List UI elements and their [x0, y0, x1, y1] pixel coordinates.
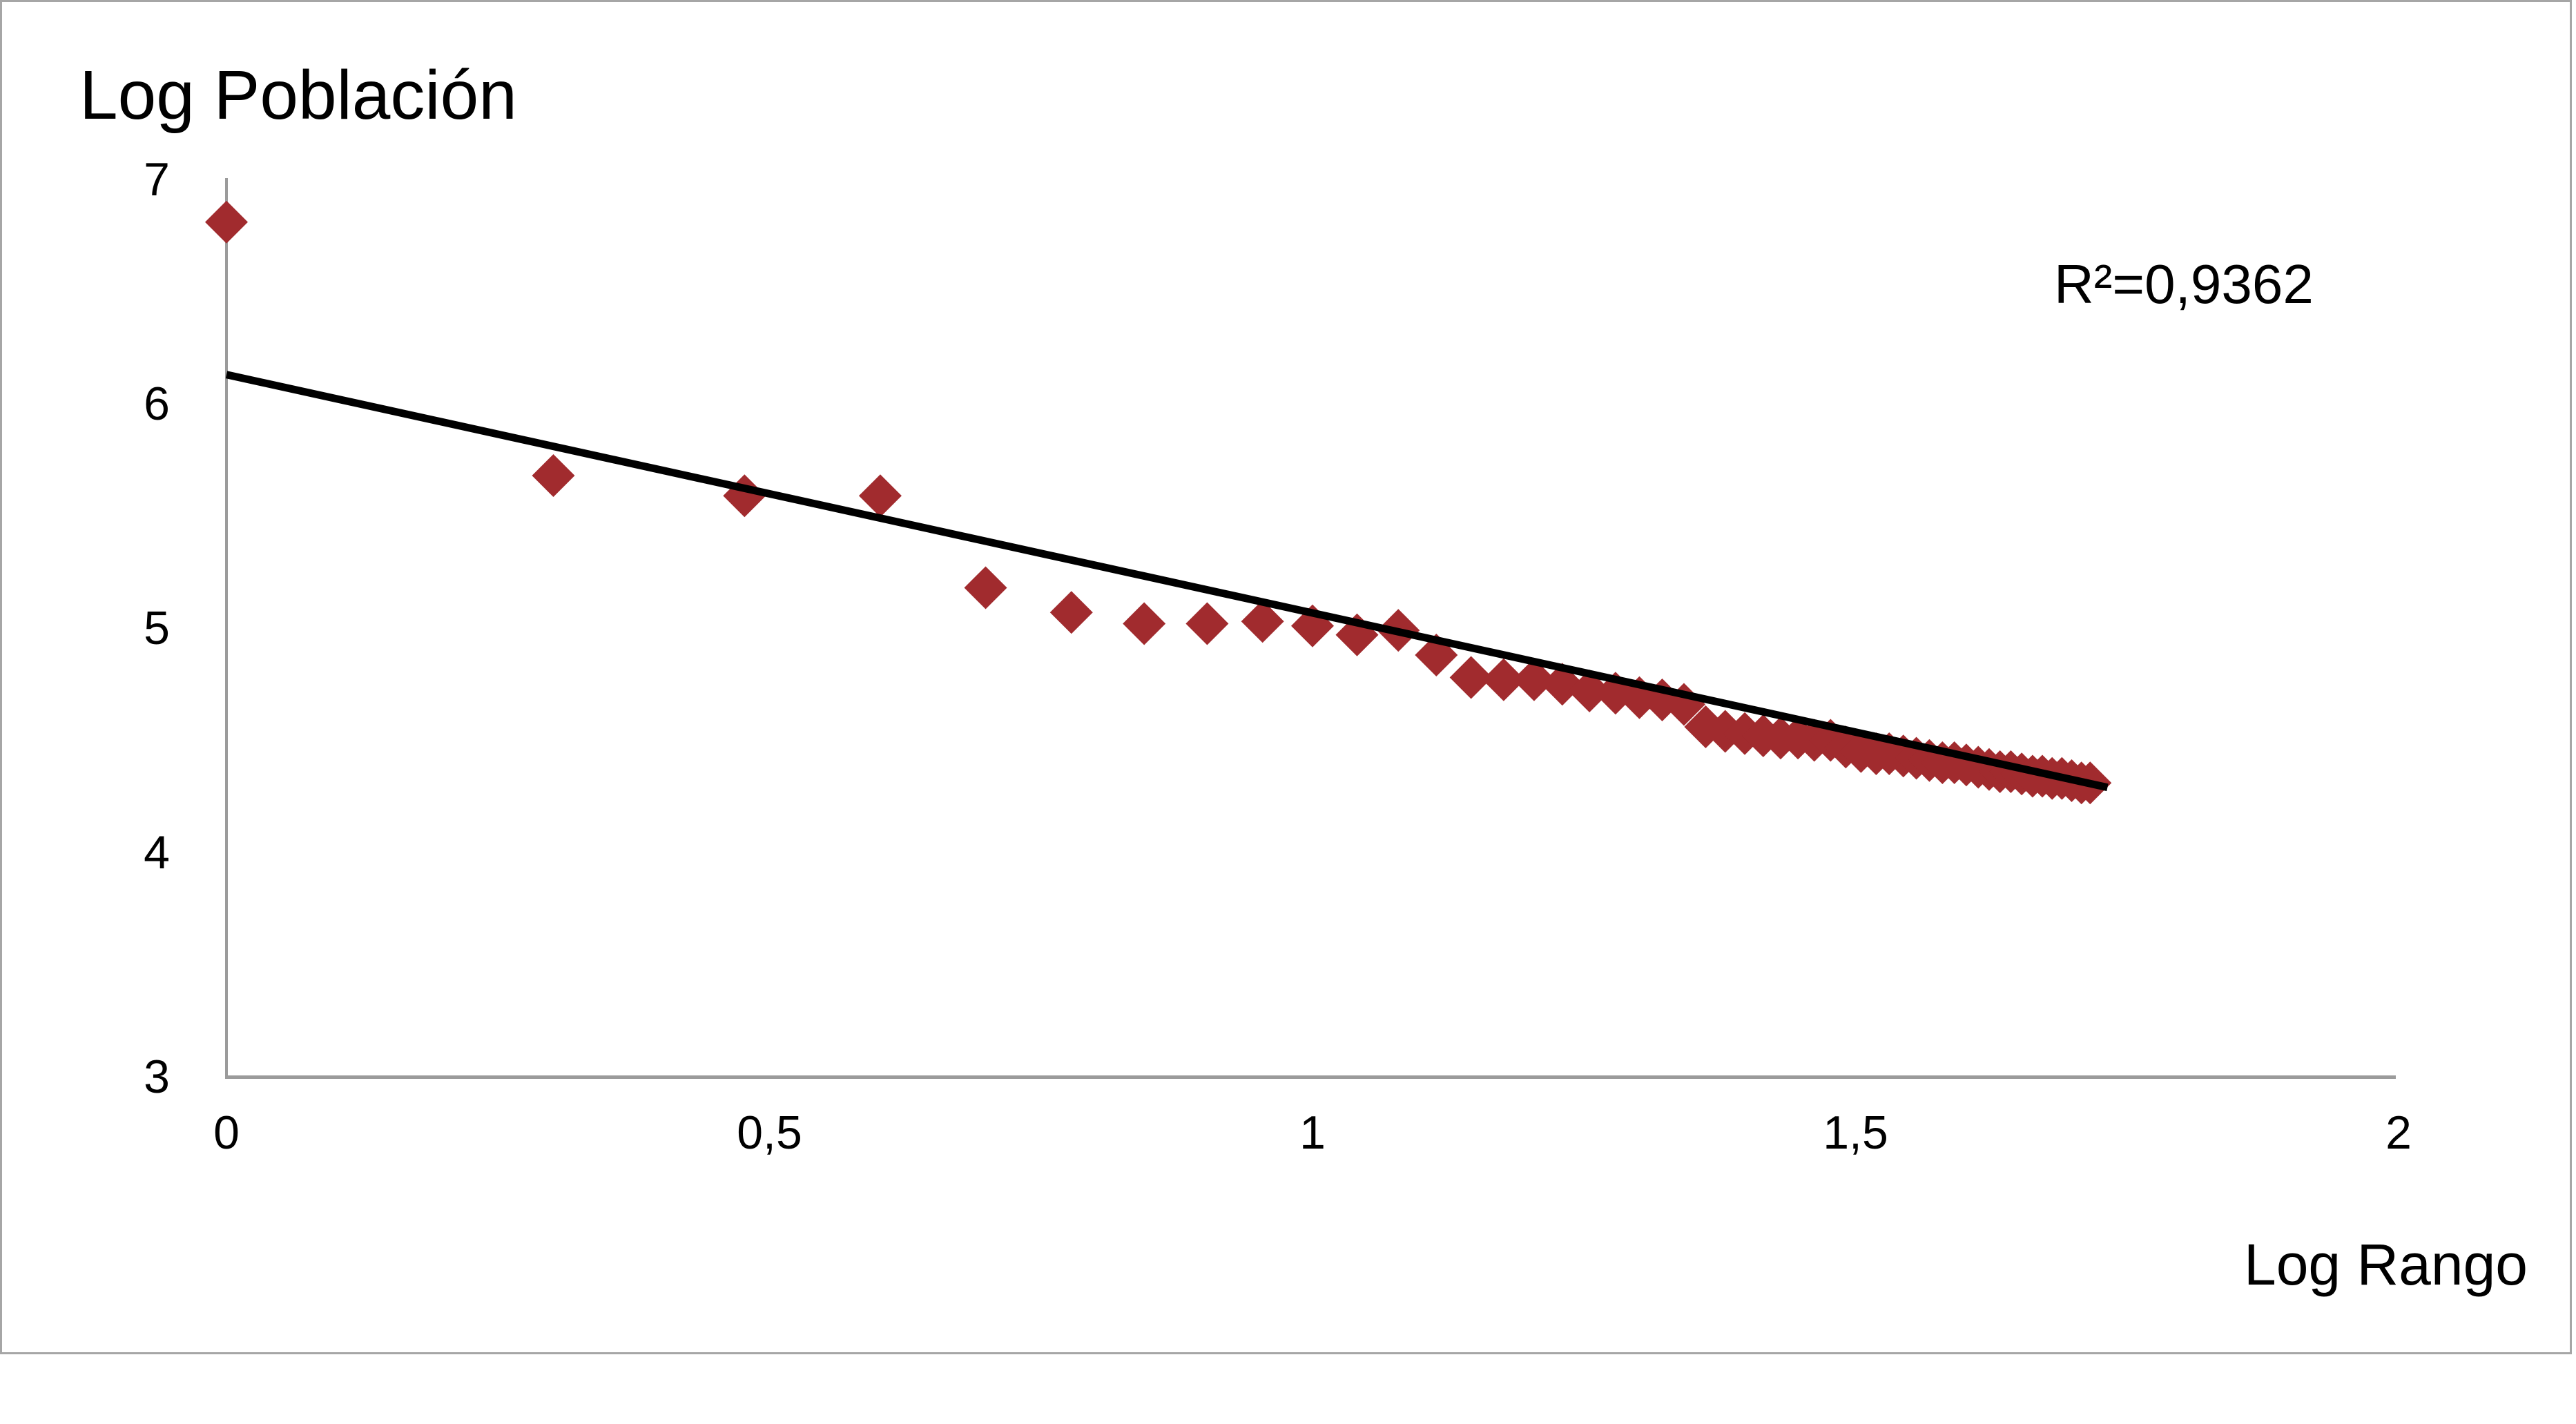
- y-tick-label: 3: [144, 1051, 170, 1103]
- data-point-diamond: [1241, 600, 1284, 643]
- y-tick-label: 4: [144, 826, 170, 879]
- x-tick-label: 0: [213, 1106, 240, 1159]
- chart-title: Log Población: [79, 57, 517, 134]
- data-point-diamond: [964, 566, 1007, 609]
- x-tick-label: 0,5: [737, 1106, 802, 1159]
- x-tick-label: 1: [1299, 1106, 1326, 1159]
- chart-frame: [0, 0, 2572, 1354]
- data-point-diamond: [723, 474, 766, 518]
- data-point-diamond: [1482, 658, 1525, 701]
- x-axis-line: [225, 1075, 2396, 1079]
- y-axis-line: [225, 178, 228, 1079]
- data-point-diamond: [532, 454, 575, 497]
- data-point-diamond: [1512, 658, 1556, 701]
- y-tick-label: 6: [144, 378, 170, 430]
- trendline: [225, 371, 2109, 792]
- x-tick-label: 2: [2385, 1106, 2412, 1159]
- data-point-diamond: [1049, 591, 1093, 634]
- x-axis-title: Log Rango: [2244, 1232, 2528, 1297]
- data-point-diamond: [1568, 670, 1611, 712]
- data-point-diamond: [1449, 656, 1493, 699]
- data-point-diamond: [858, 474, 902, 518]
- x-tick-label: 1,5: [1823, 1106, 1888, 1159]
- data-point-diamond: [205, 200, 248, 244]
- y-tick-label: 7: [144, 153, 170, 206]
- data-point-diamond: [1185, 602, 1229, 645]
- r-squared-annotation: R²=0,9362: [2054, 253, 2314, 315]
- y-tick-label: 5: [144, 602, 170, 654]
- data-point-diamond: [1123, 602, 1166, 645]
